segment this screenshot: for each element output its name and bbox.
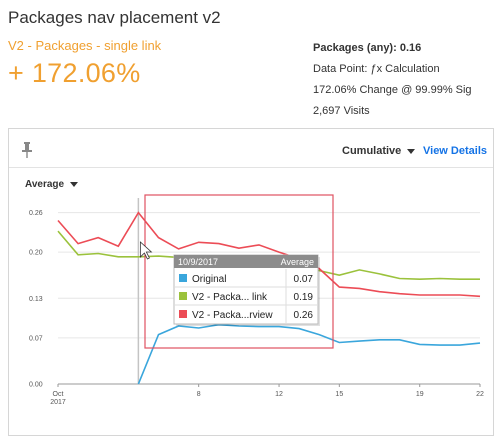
change-line: 172.06% Change @ 99.99% Sig [313,84,472,96]
chevron-down-icon [70,181,79,187]
y-tick-label: 0.20 [29,250,43,257]
lift-value: + 172.06% [8,58,141,88]
x-tick-label: 12 [275,391,283,398]
y-tick-label: 0.26 [29,210,43,217]
chart-card: Cumulative View Details Average 0.00 0.07… [8,128,494,436]
legend-swatch [179,310,187,318]
highlight-box [144,194,334,349]
x-tick-label: 15 [335,391,343,398]
line-chart[interactable]: 0.00 0.07 0.13 0.20 0.26 Oct 8 12 15 19 22 2017 10… [9,129,495,437]
metric-dropdown[interactable]: Average [25,179,79,190]
page-title: Packages nav placement v2 [8,8,221,27]
tooltip-value: 0.07 [294,274,314,285]
series-line-0 [137,323,481,385]
cumulative-label: Cumulative [342,145,402,157]
series-line-2 [57,211,481,298]
data-point-line: Data Point: ƒx Calculation [313,63,440,75]
y-tick-label: 0.13 [29,296,43,303]
tooltip: 10/9/2017 Average Original 0.07 V2 - Packa..… [173,254,320,326]
metric-value: 0.16 [399,42,422,54]
x-tick-label: 8 [197,391,201,398]
legend-swatch [179,274,187,282]
hover-layer: 10/9/2017 Average Original 0.07 V2 - Packa..… [139,194,334,349]
y-axis-labels: 0.00 0.07 0.13 0.20 0.26 [29,210,43,388]
y-tick-label: 0.00 [29,382,43,389]
metric-line: Packages (any): 0.16 [313,38,472,59]
stats-panel: Packages (any): 0.16 Data Point: ƒx Calc… [313,38,472,122]
tooltip-value: 0.26 [294,310,314,321]
y-tick-label: 0.07 [29,335,43,342]
visits-line: 2,697 Visits [313,105,370,117]
tooltip-series-name: V2 - Packa... link [192,292,268,303]
tooltip-value: 0.19 [294,292,314,303]
tooltip-column-header: Average [281,257,314,267]
x-axis-labels: Oct 8 12 15 19 22 2017 [50,384,484,406]
chevron-down-icon [407,148,416,154]
cumulative-dropdown[interactable]: Cumulative [342,145,416,157]
tooltip-series-name: Original [192,274,226,285]
x-tick-sublabel: 2017 [50,399,66,406]
card-divider [9,167,493,168]
view-details-link[interactable]: View Details [423,145,487,157]
x-tick-label: 19 [416,391,424,398]
cursor-arrow-icon [139,241,153,260]
x-tick-label: Oct [53,391,64,398]
legend-swatch [179,292,187,300]
variant-name: V2 - Packages - single link [8,38,162,53]
x-tick-label: 22 [476,391,484,398]
tooltip-header [174,255,318,268]
tooltip-date: 10/9/2017 [178,257,218,267]
metric-dropdown-label: Average [25,179,65,190]
tooltip-series-name: V2 - Packa...rview [192,310,273,321]
pin-icon[interactable] [19,141,35,159]
metric-label: Packages (any): [313,42,397,54]
